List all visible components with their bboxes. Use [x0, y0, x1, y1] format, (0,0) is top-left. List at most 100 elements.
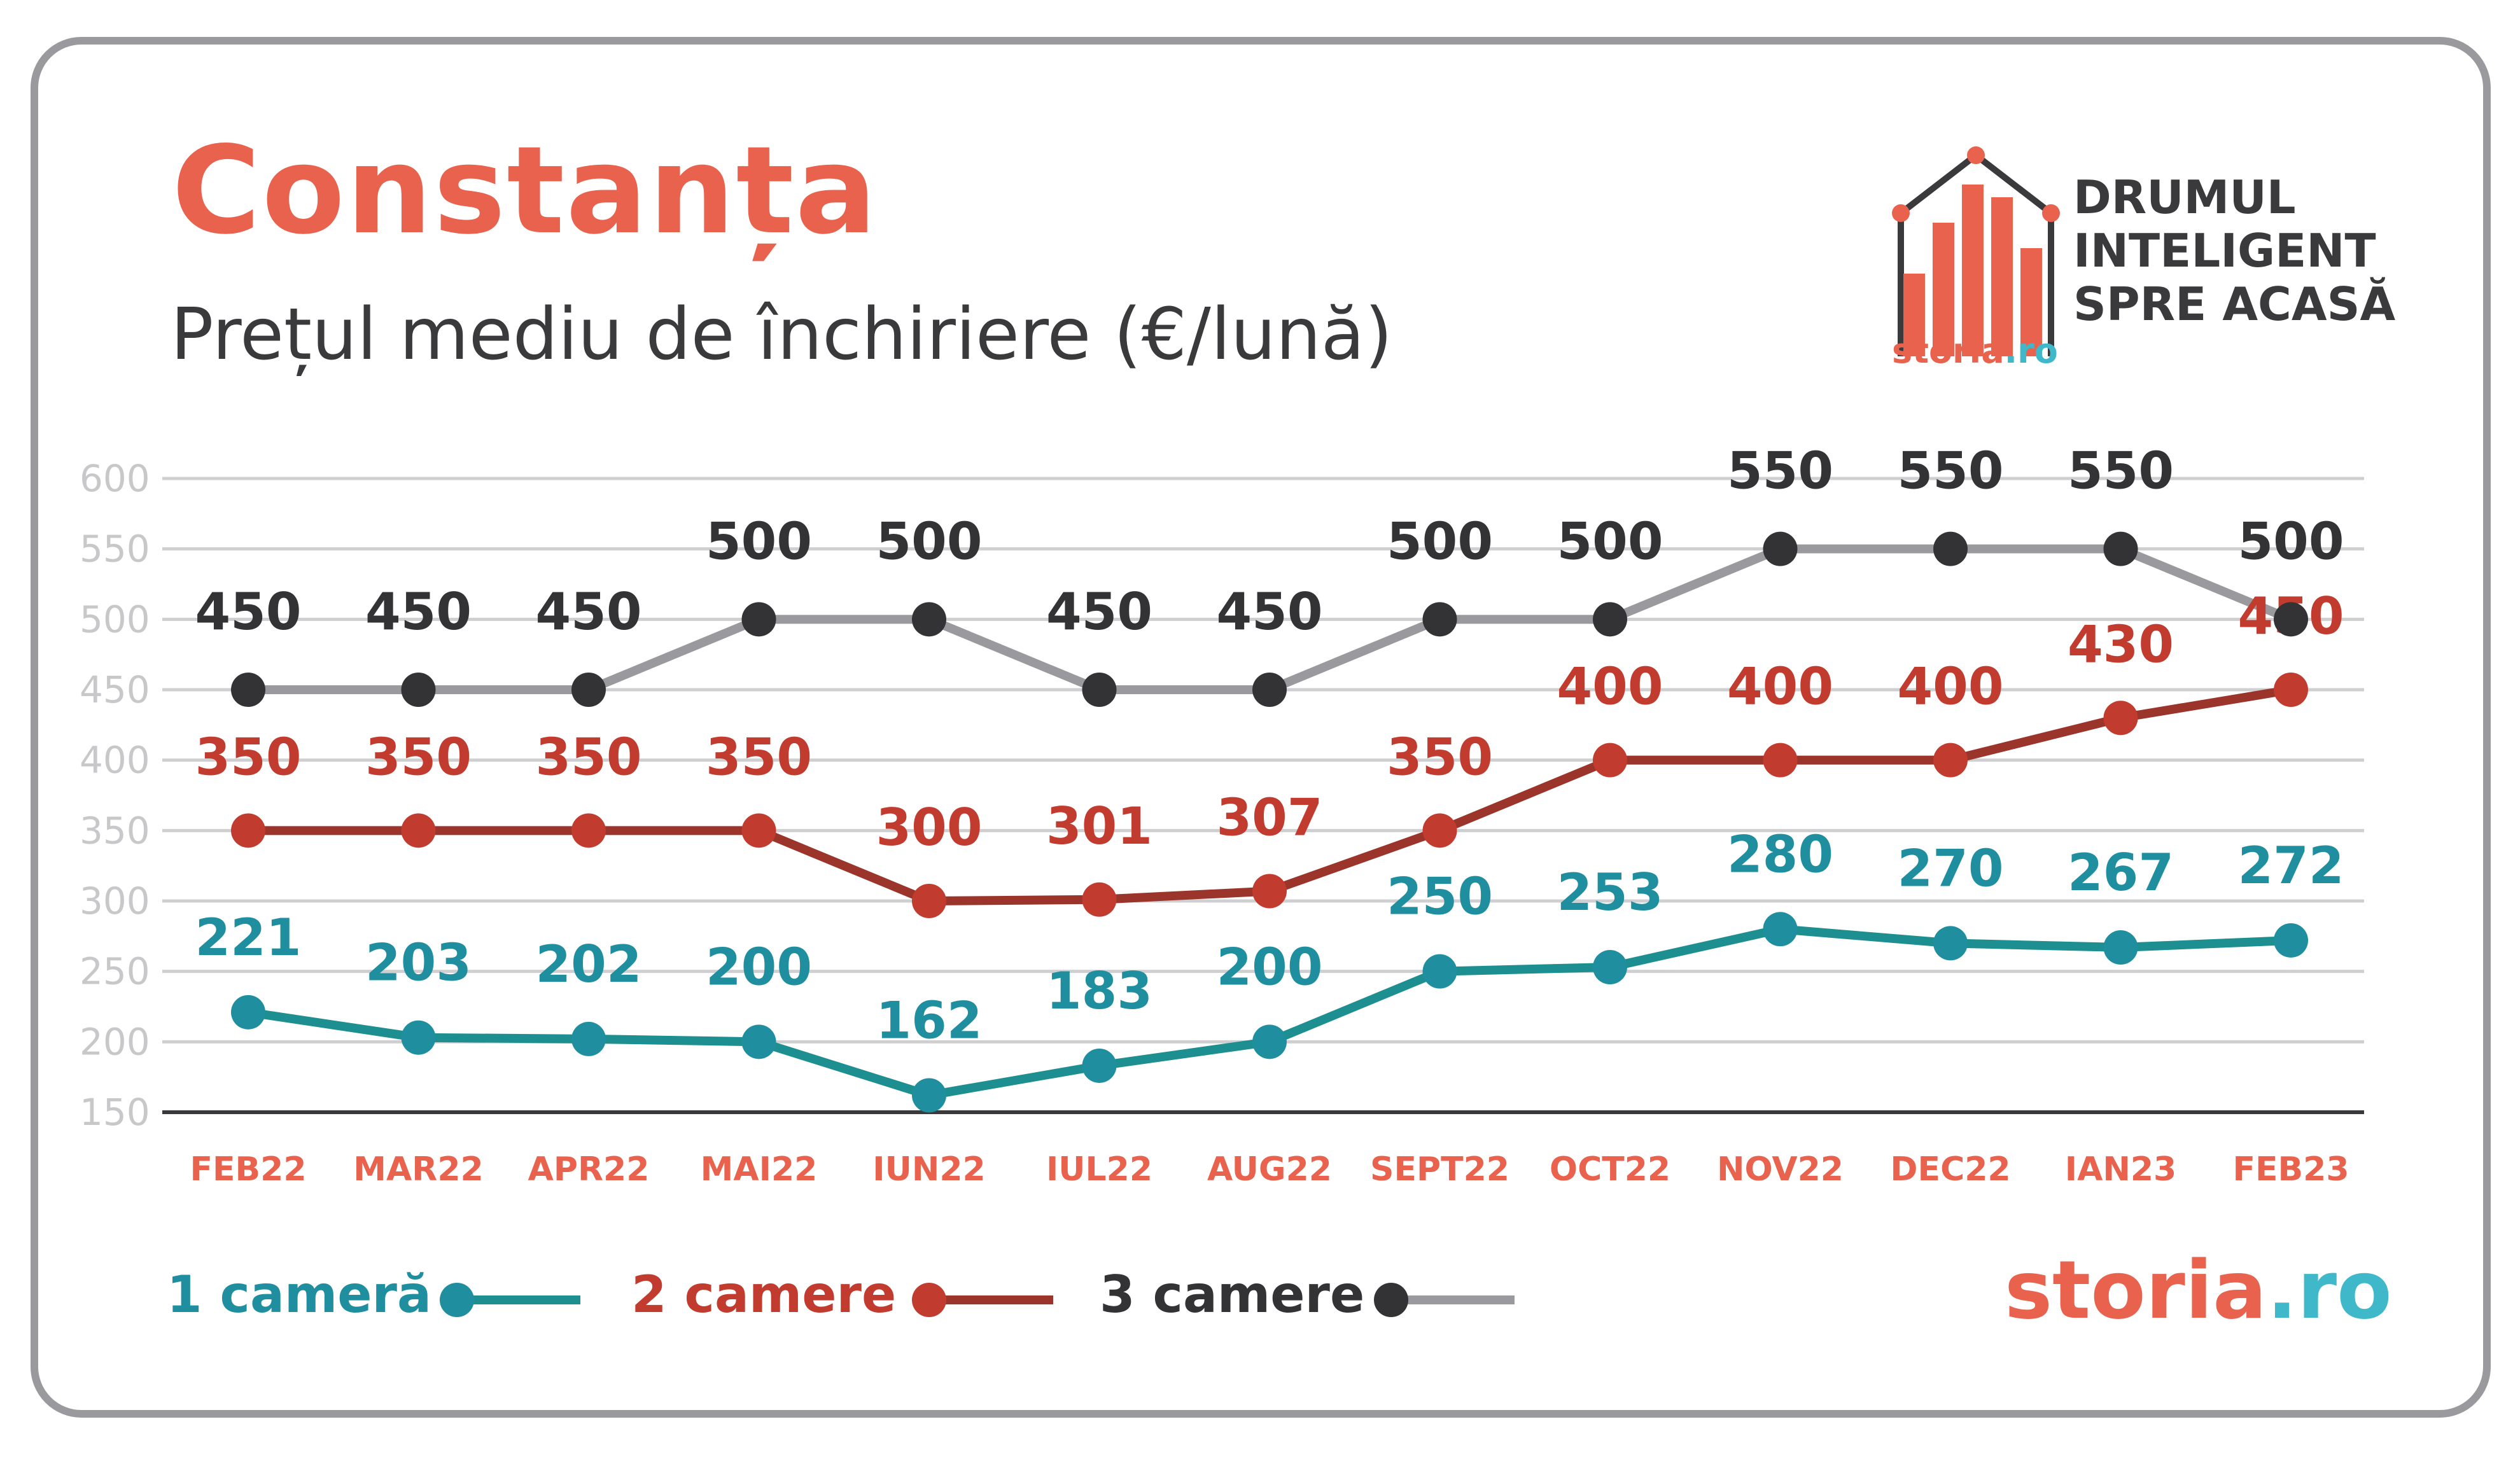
data-label-1-camera-nov22: 280: [1727, 825, 1833, 884]
data-label-3-camere-mai22: 500: [706, 512, 812, 571]
point-1-camera-mai22: [741, 1024, 776, 1059]
data-label-1-camera-dec22: 270: [1898, 839, 2004, 898]
point-2-camere-mai22: [741, 813, 776, 848]
data-label-1-camera-apr22: 202: [536, 935, 642, 994]
point-2-camere-iun22: [912, 884, 946, 918]
point-3-camere-mai22: [741, 602, 776, 637]
data-label-3-camere-apr22: 450: [536, 582, 642, 641]
point-1-camera-iul22: [1082, 1048, 1117, 1083]
brand-tagline: DRUMUL INTELIGENT SPRE ACASĂ: [2073, 171, 2395, 331]
footer-logo: storia.ro: [2005, 1250, 2392, 1330]
data-label-2-camere-ian23: 430: [2068, 615, 2174, 674]
data-label-3-camere-iul22: 450: [1046, 582, 1152, 641]
point-3-camere-dec22: [1933, 531, 1968, 566]
data-label-2-camere-aug22: 307: [1217, 788, 1323, 848]
point-2-camere-feb23: [2274, 673, 2308, 707]
legend-dot-2-camere: [912, 1283, 946, 1317]
y-tick-label-150: 150: [80, 1091, 150, 1134]
x-tick-label-feb23: FEB23: [2232, 1150, 2349, 1189]
point-3-camere-feb22: [231, 673, 265, 707]
data-label-2-camere-mar22: 350: [365, 727, 472, 786]
tagline-line-3: SPRE ACASĂ: [2073, 277, 2396, 331]
data-label-3-camere-sept22: 500: [1387, 512, 1493, 571]
data-label-1-camera-feb22: 221: [195, 908, 302, 967]
point-1-camera-oct22: [1593, 950, 1627, 985]
point-2-camere-dec22: [1933, 743, 1968, 778]
data-label-3-camere-mar22: 450: [365, 582, 472, 641]
house-bars-icon: [1892, 146, 2060, 356]
y-tick-label-400: 400: [80, 739, 150, 782]
point-2-camere-sept22: [1422, 813, 1457, 848]
legend-dot-1-camera: [440, 1283, 474, 1317]
y-tick-label-350: 350: [80, 809, 150, 852]
data-label-2-camere-feb22: 350: [195, 727, 302, 786]
y-tick-label-550: 550: [80, 527, 150, 571]
legend-label-3-camere: 3 camere: [1100, 1265, 1365, 1324]
y-tick-label-300: 300: [80, 879, 150, 923]
point-2-camere-nov22: [1763, 743, 1798, 778]
data-label-2-camere-dec22: 400: [1898, 657, 2004, 716]
point-3-camere-iun22: [912, 602, 946, 637]
point-3-camere-aug22: [1252, 673, 1287, 707]
y-tick-label-500: 500: [80, 597, 150, 641]
y-tick-label-200: 200: [80, 1020, 150, 1063]
data-label-1-camera-aug22: 200: [1217, 937, 1323, 996]
x-tick-label-dec22: DEC22: [1890, 1150, 2010, 1189]
data-label-1-camera-iul22: 183: [1046, 961, 1152, 1021]
data-label-2-camere-sept22: 350: [1387, 727, 1493, 786]
data-label-3-camere-feb22: 450: [195, 582, 302, 641]
data-label-3-camere-iun22: 500: [876, 512, 983, 571]
footer-logo-prefix: storia: [2005, 1243, 2267, 1337]
data-label-1-camera-ian23: 267: [2068, 843, 2174, 902]
brand-small-logo-text: storia.ro: [1892, 331, 2058, 371]
point-3-camere-mar22: [401, 673, 436, 707]
data-label-3-camere-aug22: 450: [1217, 582, 1323, 641]
data-label-1-camera-mar22: 203: [365, 933, 472, 993]
page-title: Constanța: [172, 120, 878, 261]
data-label-2-camere-oct22: 400: [1557, 657, 1663, 716]
legend-dot-3-camere: [1374, 1283, 1408, 1317]
data-label-3-camere-ian23: 550: [2068, 442, 2174, 501]
data-label-2-camere-apr22: 350: [536, 727, 642, 786]
legend-label-1-camera: 1 cameră: [167, 1265, 431, 1324]
data-label-2-camere-mai22: 350: [706, 727, 812, 786]
point-3-camere-ian23: [2103, 531, 2138, 566]
brand-logo: storia.ro: [1880, 146, 2071, 372]
x-tick-label-feb22: FEB22: [190, 1150, 306, 1189]
point-1-camera-mar22: [401, 1020, 436, 1055]
point-2-camere-aug22: [1252, 874, 1287, 909]
data-label-1-camera-iun22: 162: [876, 991, 983, 1050]
data-label-3-camere-feb23: 500: [2238, 512, 2344, 571]
point-1-camera-nov22: [1763, 912, 1798, 947]
point-1-camera-iun22: [912, 1078, 946, 1113]
point-3-camere-feb23: [2274, 602, 2308, 637]
point-3-camere-oct22: [1593, 602, 1627, 637]
point-1-camera-ian23: [2103, 930, 2138, 965]
x-tick-label-mai22: MAI22: [701, 1150, 818, 1189]
point-1-camera-aug22: [1252, 1024, 1287, 1059]
x-tick-label-oct22: OCT22: [1550, 1150, 1670, 1189]
x-tick-label-apr22: APR22: [528, 1150, 650, 1189]
point-3-camere-sept22: [1422, 602, 1457, 637]
point-1-camera-sept22: [1422, 954, 1457, 989]
point-3-camere-iul22: [1082, 673, 1117, 707]
x-tick-label-mar22: MAR22: [353, 1150, 483, 1189]
point-2-camere-ian23: [2103, 701, 2138, 736]
data-label-1-camera-sept22: 250: [1387, 867, 1493, 926]
footer-logo-suffix: .ro: [2267, 1243, 2392, 1337]
x-tick-label-aug22: AUG22: [1207, 1150, 1332, 1189]
data-label-1-camera-feb23: 272: [2238, 836, 2344, 895]
point-3-camere-nov22: [1763, 531, 1798, 566]
x-tick-label-iul22: IUL22: [1046, 1150, 1152, 1189]
tagline-line-1: DRUMUL: [2073, 171, 2296, 224]
point-2-camere-feb22: [231, 813, 265, 848]
data-label-2-camere-iul22: 301: [1046, 797, 1152, 856]
point-2-camere-oct22: [1593, 743, 1627, 778]
y-tick-label-450: 450: [80, 668, 150, 711]
x-tick-label-iun22: IUN22: [872, 1150, 985, 1189]
data-label-3-camere-nov22: 550: [1727, 442, 1833, 501]
data-label-2-camere-nov22: 400: [1727, 657, 1833, 716]
point-2-camere-mar22: [401, 813, 436, 848]
